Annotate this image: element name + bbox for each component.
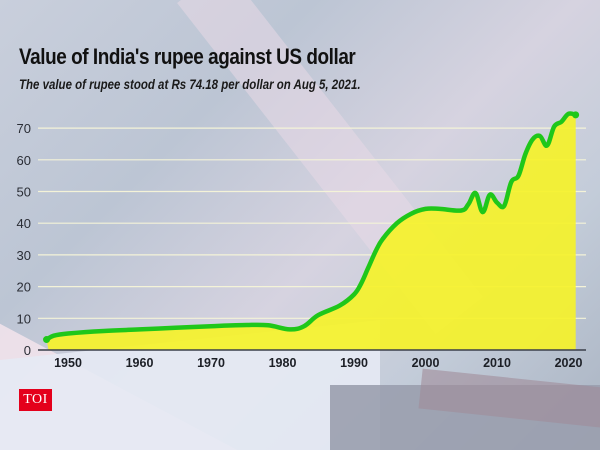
x-tick-label: 1950 [54,356,82,370]
line-start-dot [43,336,51,344]
chart-title: Value of India's rupee against US dollar [19,44,356,69]
x-tick-label: 1960 [126,356,154,370]
x-axis-ticks: 1950 1960 1970 1980 1990 2000 2010 2020 [54,356,582,370]
y-axis-ticks: 0 10 20 30 40 50 60 70 [17,121,31,358]
x-tick-label: 1990 [340,356,368,370]
y-tick-label: 40 [17,216,31,231]
toi-logo: TOI [19,389,52,411]
x-tick-label: 1980 [269,356,297,370]
y-tick-label: 10 [17,311,31,326]
data-line [44,111,578,342]
x-tick-label: 2010 [483,356,511,370]
x-tick-label: 2020 [555,356,583,370]
x-tick-label: 2000 [412,356,440,370]
chart-subtitle: The value of rupee stood at Rs 74.18 per… [19,76,361,92]
y-tick-label: 70 [17,121,31,136]
y-tick-label: 60 [17,153,31,168]
x-tick-label: 1970 [197,356,225,370]
y-tick-label: 0 [24,343,31,358]
y-tick-label: 50 [17,185,31,200]
line-end-dot [572,111,580,119]
area-fill [46,113,576,350]
y-tick-label: 30 [17,248,31,263]
y-tick-label: 20 [17,280,31,295]
